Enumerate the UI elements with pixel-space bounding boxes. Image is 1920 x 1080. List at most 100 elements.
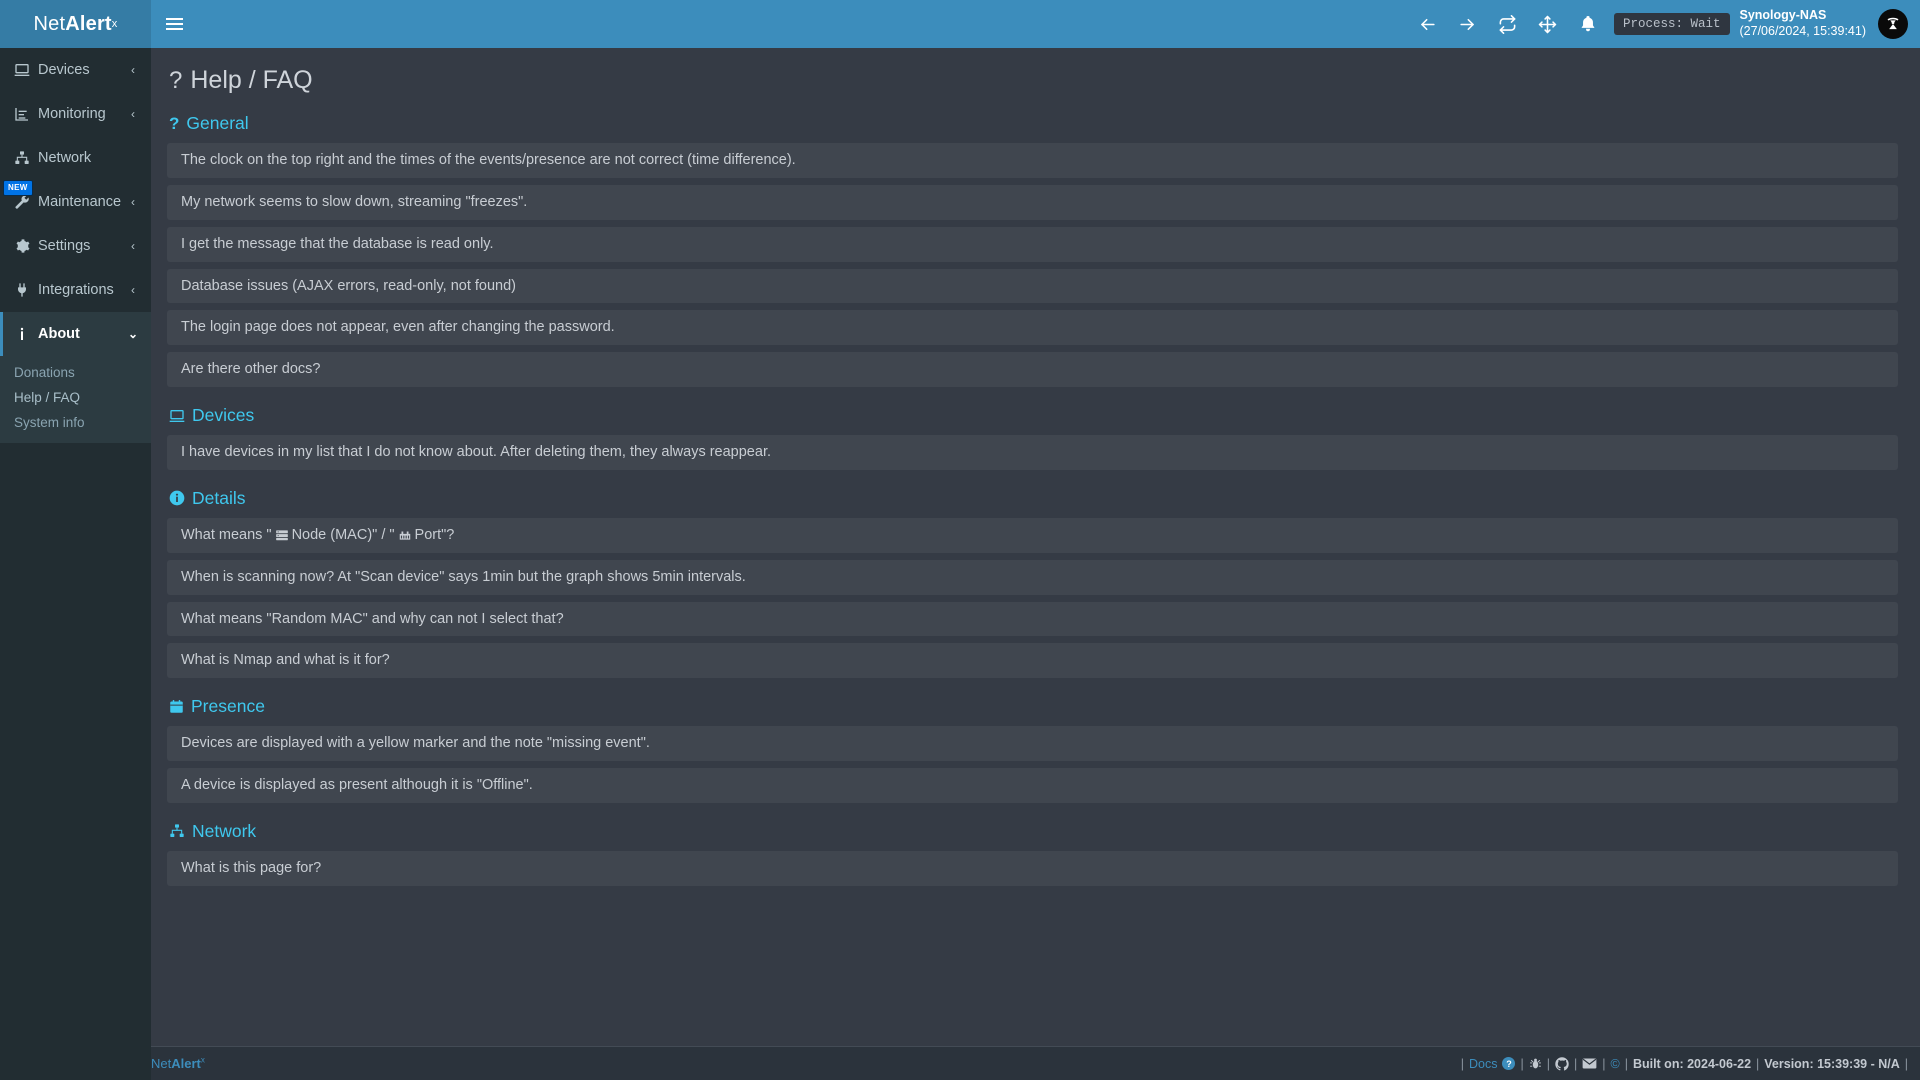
sidebar-item-network[interactable]: Network: [0, 136, 151, 180]
docs-link[interactable]: Docs: [1468, 1056, 1498, 1071]
faq-item[interactable]: What means "Random MAC" and why can not …: [167, 601, 1898, 637]
footer-separator: |: [1602, 1056, 1606, 1071]
faq-item[interactable]: What means " Node (MAC)" / " Port"?: [167, 517, 1898, 553]
faq-question-text: What is this page for?: [181, 859, 322, 876]
server-icon: [275, 528, 289, 542]
sidebar-item-label: About: [38, 326, 80, 342]
sidebar-subitem-label: Help / FAQ: [14, 390, 81, 405]
host-info: Synology-NAS (27/06/2024, 15:39:41): [1740, 8, 1879, 39]
sidebar-item-label: Devices: [38, 62, 90, 78]
footer-separator: |: [1520, 1056, 1524, 1071]
logo-text-part2: Alert: [65, 12, 112, 35]
back-arrow-icon[interactable]: [1408, 0, 1448, 48]
section-heading-general: ? General: [169, 113, 1898, 134]
sidebar: Devices ‹ Monitoring ‹ Network NEW Maint…: [0, 48, 151, 1080]
chart-icon: [14, 106, 36, 122]
sidebar-item-label: Maintenance: [38, 194, 122, 210]
move-icon[interactable]: [1528, 0, 1568, 48]
faq-question-text: What means "Random MAC" and why can not …: [181, 610, 564, 627]
help-circle-icon[interactable]: ?: [1502, 1057, 1516, 1070]
footer-separator: |: [1756, 1056, 1760, 1071]
logo-text-sup: x: [111, 18, 118, 30]
sidebar-item-integrations[interactable]: Integrations ‹: [0, 268, 151, 312]
faq-item[interactable]: A device is displayed as present althoug…: [167, 768, 1898, 803]
sidebar-item-devices[interactable]: Devices ‹: [0, 48, 151, 92]
faq-item[interactable]: I get the message that the database is r…: [167, 226, 1898, 262]
footer-separator: |: [1546, 1056, 1550, 1071]
chevron-left-icon: ‹: [131, 283, 135, 297]
footer-right: | Docs ? | | | | © | Built on: 2024-06-2…: [1461, 1057, 1908, 1071]
plug-icon: [14, 282, 36, 298]
faq-question-text: I get the message that the database is r…: [181, 235, 494, 252]
github-icon[interactable]: [1555, 1056, 1569, 1071]
faq-question-text-mid: Node (MAC)" / ": [291, 526, 395, 543]
faq-question-text: The clock on the top right and the times…: [181, 152, 796, 168]
built-on-text: Built on: 2024-06-22: [1632, 1056, 1752, 1071]
faq-item[interactable]: Devices are displayed with a yellow mark…: [167, 726, 1898, 762]
faq-item[interactable]: Are there other docs?: [167, 352, 1898, 388]
faq-item[interactable]: Database issues (AJAX errors, read-only,…: [167, 268, 1898, 304]
footer-brand-part1: Net: [151, 1055, 172, 1071]
sidebar-subitem-help-faq[interactable]: Help / FAQ: [0, 385, 151, 410]
faq-question-text: When is scanning now? At "Scan device" s…: [181, 568, 746, 585]
section-heading-network: Network: [169, 821, 1898, 842]
faq-item[interactable]: My network seems to slow down, streaming…: [167, 184, 1898, 220]
forward-arrow-icon[interactable]: [1448, 0, 1488, 48]
section-heading-text: Network: [192, 820, 257, 841]
sidebar-item-label: Monitoring: [38, 106, 106, 122]
faq-item[interactable]: What is Nmap and what is it for?: [167, 643, 1898, 679]
bug-icon[interactable]: [1529, 1057, 1542, 1070]
sidebar-item-about[interactable]: About ⌄: [0, 312, 151, 356]
sidebar-item-maintenance[interactable]: NEW Maintenance ‹: [0, 180, 151, 224]
faq-question-text: Database issues (AJAX errors, read-only,…: [181, 277, 517, 294]
top-header: Net Alert x Process: Wait Synology-NAS (27…: [0, 0, 1920, 48]
copyright-icon[interactable]: ©: [1610, 1056, 1620, 1071]
info-circle-icon: [169, 490, 185, 506]
question-mark-icon: ?: [169, 66, 183, 94]
sidebar-subitem-system-info[interactable]: System info: [0, 410, 151, 435]
app-logo[interactable]: Net Alert x: [0, 0, 151, 48]
faq-item[interactable]: The clock on the top right and the times…: [167, 143, 1898, 178]
gear-icon: [14, 238, 36, 254]
sidebar-subitem-donations[interactable]: Donations: [0, 360, 151, 385]
question-mark-icon: ?: [169, 113, 180, 133]
footer-brand-part2: Alert: [171, 1055, 201, 1071]
footer-separator: |: [1904, 1056, 1908, 1071]
section-heading-devices: Devices: [169, 405, 1898, 426]
ethernet-port-icon: [398, 528, 412, 542]
refresh-icon[interactable]: [1488, 0, 1528, 48]
sidebar-subitem-label: Donations: [14, 365, 75, 380]
process-status-badge: Process: Wait: [1613, 13, 1730, 35]
footer-separator: |: [1624, 1056, 1628, 1071]
chevron-left-icon: ‹: [131, 239, 135, 253]
avatar[interactable]: [1878, 9, 1908, 39]
faq-item[interactable]: I have devices in my list that I do not …: [167, 435, 1898, 470]
wrench-icon: [14, 194, 36, 210]
sidebar-item-monitoring[interactable]: Monitoring ‹: [0, 92, 151, 136]
faq-item[interactable]: What is this page for?: [167, 850, 1898, 886]
faq-question-text: A device is displayed as present althoug…: [181, 777, 533, 794]
faq-question-text: The login page does not appear, even aft…: [181, 319, 615, 336]
new-badge: NEW: [3, 180, 33, 196]
faq-item[interactable]: When is scanning now? At "Scan device" s…: [167, 559, 1898, 595]
sidebar-item-settings[interactable]: Settings ‹: [0, 224, 151, 268]
faq-question-text: I have devices in my list that I do not …: [181, 444, 771, 461]
footer-left: NetAlertx: [151, 1055, 302, 1073]
laptop-icon: [14, 62, 36, 78]
footer-separator: |: [1460, 1056, 1464, 1071]
sitemap-icon: [14, 150, 36, 166]
sitemap-icon: [169, 823, 185, 839]
bell-icon[interactable]: [1568, 0, 1608, 48]
faq-question-text: Devices are displayed with a yellow mark…: [181, 735, 650, 752]
sidebar-item-label: Network: [38, 150, 92, 166]
info-icon: [14, 326, 36, 342]
page-title-text: Help / FAQ: [190, 66, 313, 94]
section-heading-text: Details: [192, 487, 246, 508]
content-inner: ? Help / FAQ ? General The clock on the …: [151, 48, 1920, 1046]
footer-brand[interactable]: NetAlertx: [151, 1055, 205, 1071]
envelope-icon[interactable]: [1582, 1057, 1597, 1070]
faq-question-text: My network seems to slow down, streaming…: [181, 193, 528, 210]
sidebar-toggle-button[interactable]: [151, 0, 197, 48]
faq-question-text: What is Nmap and what is it for?: [181, 652, 390, 669]
faq-item[interactable]: The login page does not appear, even aft…: [167, 310, 1898, 346]
